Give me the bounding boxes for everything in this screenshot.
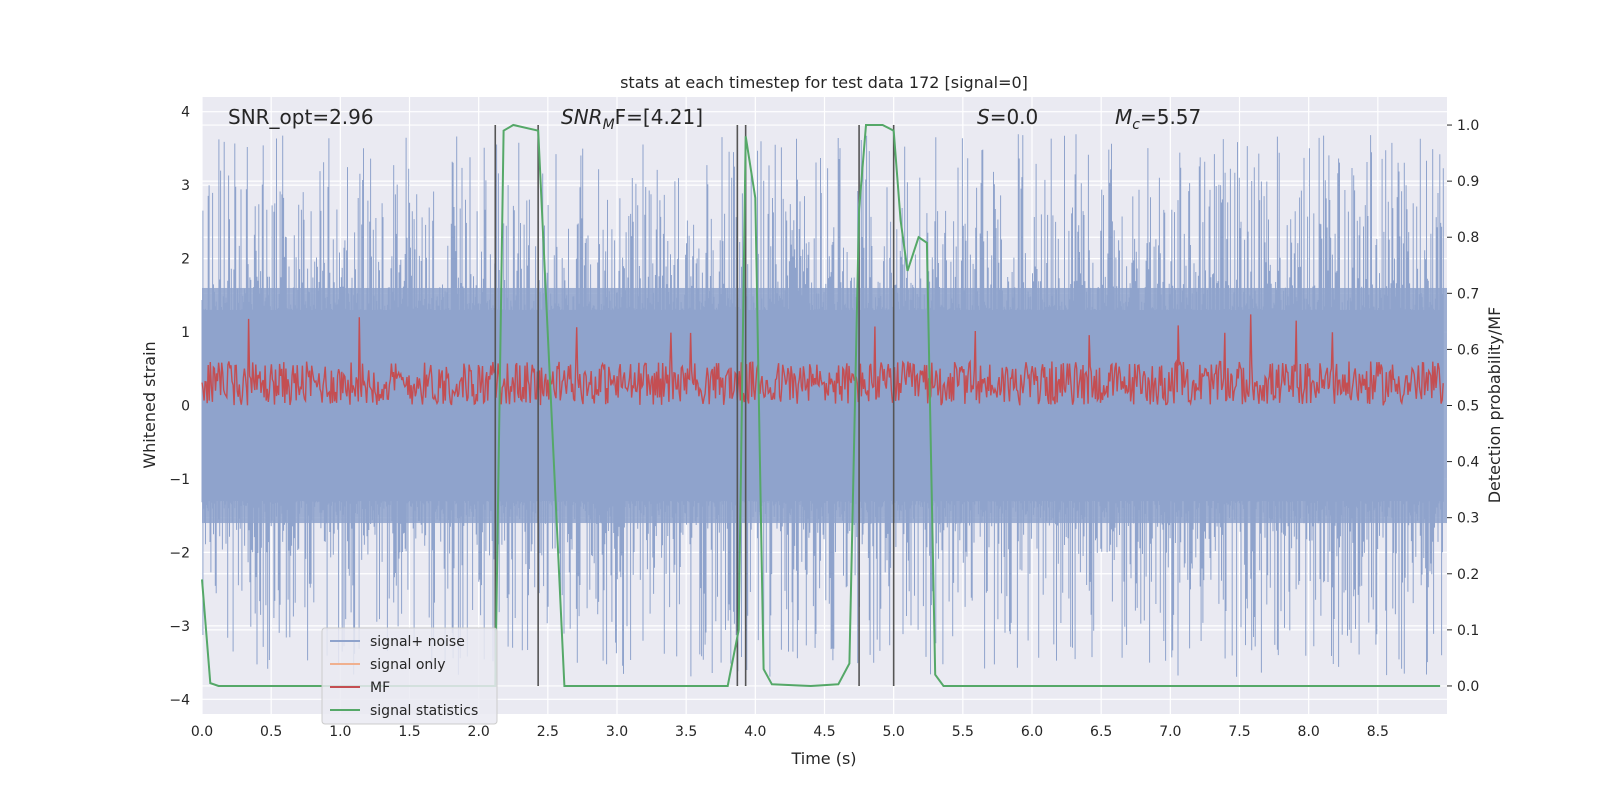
legend-label-mf: MF	[370, 680, 390, 696]
series-signal-statistics	[201, 123, 1441, 688]
annotation-snr-mf-main: SNR	[561, 105, 603, 129]
y-right-tick-label: 0.6	[1457, 342, 1479, 358]
legend-label-signal-noise: signal+ noise	[370, 634, 465, 650]
y-right-tick-label: 0.0	[1457, 679, 1479, 695]
x-tick-label: 8.5	[1367, 724, 1389, 740]
x-tick-label: 3.0	[606, 724, 628, 740]
y-left-tick-label: −2	[169, 545, 190, 561]
y-left-tick-label: 2	[181, 252, 190, 268]
series-signal-noise	[201, 134, 1447, 677]
y-axis-label-left: Whitened strain	[140, 341, 159, 468]
x-tick-label: 5.0	[883, 724, 905, 740]
legend-label-signal-statistics: signal statistics	[370, 703, 478, 719]
signal-statistics-line	[201, 123, 1441, 688]
annotation-s-main: S	[977, 105, 990, 129]
x-tick-label: 4.0	[744, 724, 766, 740]
annotation-snr-mf-sub: M	[603, 117, 615, 133]
y-axis-label-right: Detection probability/MF	[1485, 307, 1504, 504]
x-tick-label: 3.5	[675, 724, 697, 740]
x-tick-label: 4.5	[813, 724, 835, 740]
mf-trace	[201, 314, 1444, 407]
y-right-tick-label: 0.8	[1457, 230, 1479, 246]
x-tick-label: 2.0	[468, 724, 490, 740]
annotation-mc-main: M	[1115, 105, 1132, 129]
x-axis-label: Time (s)	[790, 749, 856, 768]
x-tick-label: 1.0	[329, 724, 351, 740]
annotation-s: S=0.0	[977, 105, 1038, 129]
x-tick-label: 7.5	[1228, 724, 1250, 740]
y-left-tick-label: 3	[181, 178, 190, 194]
annotation-s-rest: =0.0	[990, 105, 1039, 129]
y-left-tick-label: −1	[169, 472, 190, 488]
y-left-tick-label: 0	[181, 399, 190, 415]
x-tick-label: 6.5	[1090, 724, 1112, 740]
x-tick-label: 1.5	[398, 724, 420, 740]
annotation-snr-opt: SNR_opt=2.96	[228, 105, 374, 129]
y-left-tick-label: −3	[169, 619, 190, 635]
x-tick-label: 2.5	[537, 724, 559, 740]
x-tick-label: 6.0	[1021, 724, 1043, 740]
y-right-tick-label: 0.1	[1457, 623, 1479, 639]
y-right-tick-label: 0.4	[1457, 455, 1479, 471]
y-right-tick-label: 0.5	[1457, 399, 1479, 415]
annotation-snr-mf-rest: F=[4.21]	[615, 105, 703, 129]
annotation-snr-mf: SNRMF=[4.21]	[561, 105, 703, 133]
y-right-tick-label: 0.3	[1457, 511, 1479, 527]
legend: signal+ noise signal only MF signal stat…	[321, 627, 498, 725]
x-tick-label: 7.0	[1159, 724, 1181, 740]
legend-box	[321, 627, 498, 725]
x-tick-label: 5.5	[952, 724, 974, 740]
tick-labels: 0.0 0.5 1.0 1.5 2.0 2.5 3.0 3.5 4.0 4.5 5.0 5.5 6.0 6…	[169, 105, 1479, 740]
y-right-tick-label: 0.2	[1457, 567, 1479, 583]
annotation-mc-rest: =5.57	[1140, 105, 1201, 129]
x-tick-label: 0.0	[191, 724, 213, 740]
legend-label-signal-only: signal only	[370, 657, 445, 673]
chart-title: stats at each timestep for test data 172…	[620, 73, 1028, 92]
y-right-tick-label: 1.0	[1457, 118, 1479, 134]
y-left-tick-label: 4	[181, 105, 190, 121]
y-left-tick-label: 1	[181, 325, 190, 341]
x-tick-label: 0.5	[260, 724, 282, 740]
y-left-tick-label: −4	[169, 692, 190, 708]
x-tick-label: 8.0	[1298, 724, 1320, 740]
y-right-tick-label: 0.7	[1457, 286, 1479, 302]
y-right-tick-label: 0.9	[1457, 174, 1479, 190]
annotation-mc-sub: c	[1132, 117, 1140, 133]
annotation-mc: Mc=5.57	[1115, 105, 1201, 133]
series-mf	[201, 314, 1444, 407]
